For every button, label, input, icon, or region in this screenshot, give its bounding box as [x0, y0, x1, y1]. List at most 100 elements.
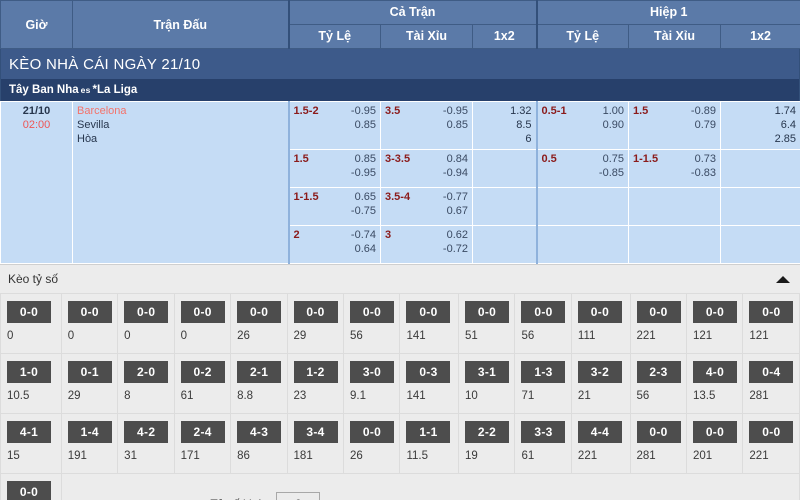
score-badge[interactable]: 1-4	[67, 421, 112, 443]
score-badge[interactable]: 0-0	[692, 421, 737, 443]
score-badge[interactable]: 2-2	[465, 421, 510, 443]
score-badge[interactable]: 3-4	[293, 421, 338, 443]
score-cell[interactable]: 3-2 21	[570, 353, 631, 414]
odd-value[interactable]: 0.85	[446, 119, 468, 131]
score-badge[interactable]: 0-0	[180, 301, 225, 323]
score-badge[interactable]: 3-3	[521, 421, 566, 443]
score-badge[interactable]: 0-0	[465, 301, 510, 323]
score-cell[interactable]: 0-1 29	[60, 353, 119, 414]
score-badge[interactable]: 0-0	[124, 301, 169, 323]
odd-value[interactable]: -0.95	[350, 105, 376, 117]
score-cell[interactable]: 0-0 121	[742, 293, 800, 354]
score-badge[interactable]: 4-3	[237, 421, 282, 443]
odd-value[interactable]: 1.32	[510, 105, 532, 117]
score-cell[interactable]: 0-0 56	[514, 293, 572, 354]
odd-value[interactable]: -0.72	[442, 243, 468, 255]
score-badge[interactable]: 0-0	[67, 301, 112, 323]
score-cell[interactable]: 4-1 15	[0, 413, 62, 474]
score-cell[interactable]: 1-1 11.5	[399, 413, 460, 474]
score-cell[interactable]: 0-0 111	[570, 293, 631, 354]
score-badge[interactable]: 1-3	[521, 361, 566, 383]
odd-value[interactable]: 0.75	[602, 153, 624, 165]
score-badge[interactable]: 0-3	[406, 361, 451, 383]
score-cell[interactable]: 0-0231	[0, 473, 62, 500]
score-badge[interactable]: 2-1	[237, 361, 282, 383]
score-cell[interactable]: 2-0 8	[117, 353, 175, 414]
odd-value[interactable]: 0.67	[446, 205, 468, 217]
odd-value[interactable]: 0.64	[354, 243, 376, 255]
score-badge[interactable]: 4-0	[692, 361, 737, 383]
score-cell[interactable]: 4-4 221	[570, 413, 631, 474]
score-badge[interactable]: 0-0	[749, 301, 794, 323]
score-badge[interactable]: 1-0	[7, 361, 51, 383]
score-cell[interactable]: 3-4 181	[286, 413, 344, 474]
score-badge[interactable]: 1-2	[293, 361, 338, 383]
score-badge[interactable]: 0-0	[349, 421, 394, 443]
score-cell[interactable]: 4-0 13.5	[685, 353, 744, 414]
score-cell[interactable]: 0-0 0	[0, 293, 62, 354]
score-badge[interactable]: 0-0	[406, 301, 451, 323]
score-cell[interactable]: 4-3 86	[230, 413, 288, 474]
score-cell[interactable]: 1-4 191	[60, 413, 119, 474]
score-badge[interactable]: 0-0	[293, 301, 338, 323]
odd-value[interactable]: 0.85	[354, 119, 376, 131]
score-badge[interactable]: 4-1	[7, 421, 51, 443]
score-badge[interactable]: 4-2	[124, 421, 169, 443]
odd-value[interactable]: 0.65	[354, 191, 376, 203]
odd-value[interactable]: -0.94	[442, 167, 468, 179]
score-badge[interactable]: 0-0	[636, 421, 681, 443]
score-cell[interactable]: 0-0 281	[629, 413, 687, 474]
score-cell[interactable]: 0-0 201	[685, 413, 744, 474]
score-badge[interactable]: 1-1	[406, 421, 451, 443]
score-badge[interactable]: 0-0	[237, 301, 282, 323]
score-badge[interactable]: 0-4	[749, 361, 794, 383]
score-cell[interactable]: 0-3 141	[399, 353, 460, 414]
score-badge[interactable]: 0-2	[180, 361, 225, 383]
score-badge[interactable]: 3-2	[577, 361, 622, 383]
half-handicap-cell[interactable]: 0.5 0.75 -0.85	[535, 149, 629, 188]
full-over-under-cell[interactable]: 3 0.62 -0.72	[380, 225, 473, 264]
odd-value[interactable]: 1.00	[602, 105, 624, 117]
score-cell[interactable]: 0-4 281	[742, 353, 800, 414]
full-over-under-cell[interactable]: 3.5-4 -0.77 0.67	[380, 187, 473, 226]
odd-value[interactable]: -0.83	[690, 167, 716, 179]
odd-value[interactable]: 6.4	[780, 119, 796, 131]
odd-value[interactable]: -0.95	[350, 167, 376, 179]
score-badge[interactable]: 2-0	[124, 361, 169, 383]
score-cell[interactable]: 0-0 26	[342, 413, 401, 474]
score-cell[interactable]: 1-2 23	[286, 353, 344, 414]
full-over-under-cell[interactable]: 3.5 -0.95 0.85	[380, 101, 473, 150]
score-cell[interactable]: 3-3 61	[514, 413, 572, 474]
full-1x2-cell[interactable]: 1.32 8.5 6	[472, 101, 537, 150]
score-badge[interactable]: 0-1	[67, 361, 112, 383]
score-badge[interactable]: 0-0	[349, 301, 394, 323]
score-badge[interactable]: 3-0	[349, 361, 394, 383]
score-badge[interactable]: 0-0	[577, 301, 622, 323]
score-cell[interactable]: 0-0 56	[342, 293, 401, 354]
score-badge[interactable]: 3-1	[465, 361, 510, 383]
score-cell[interactable]: 0-0 0	[60, 293, 119, 354]
odd-value[interactable]: 0.85	[354, 153, 376, 165]
score-badge[interactable]: 0-0	[521, 301, 566, 323]
full-handicap-cell[interactable]: 2 -0.74 0.64	[287, 225, 381, 264]
score-cell[interactable]: 0-0 121	[685, 293, 744, 354]
odd-value[interactable]: 0.73	[694, 153, 716, 165]
score-badge[interactable]: 0-0	[692, 301, 737, 323]
odd-value[interactable]: -0.95	[442, 105, 468, 117]
half-over-under-cell[interactable]: 1.5 -0.89 0.79	[628, 101, 721, 150]
odd-value[interactable]: 1.74	[774, 105, 796, 117]
chevron-up-icon[interactable]	[776, 275, 790, 283]
score-badge[interactable]: 0-0	[7, 481, 51, 500]
score-cell[interactable]: 2-3 56	[629, 353, 687, 414]
score-cell[interactable]: 0-0 221	[629, 293, 687, 354]
full-handicap-cell[interactable]: 1.5-2 -0.95 0.85	[287, 101, 381, 150]
score-cell[interactable]: 2-4 171	[173, 413, 232, 474]
score-cell[interactable]: 0-0 141	[399, 293, 460, 354]
other-score-input[interactable]: 0	[276, 492, 321, 500]
score-cell[interactable]: 2-2 19	[458, 413, 516, 474]
odd-value[interactable]: 0.62	[446, 229, 468, 241]
score-badge[interactable]: 2-4	[180, 421, 225, 443]
score-badge[interactable]: 4-4	[577, 421, 622, 443]
odd-value[interactable]: 0.79	[694, 119, 716, 131]
league-bar[interactable]: Tây Ban Nha es *La Liga	[0, 79, 800, 101]
